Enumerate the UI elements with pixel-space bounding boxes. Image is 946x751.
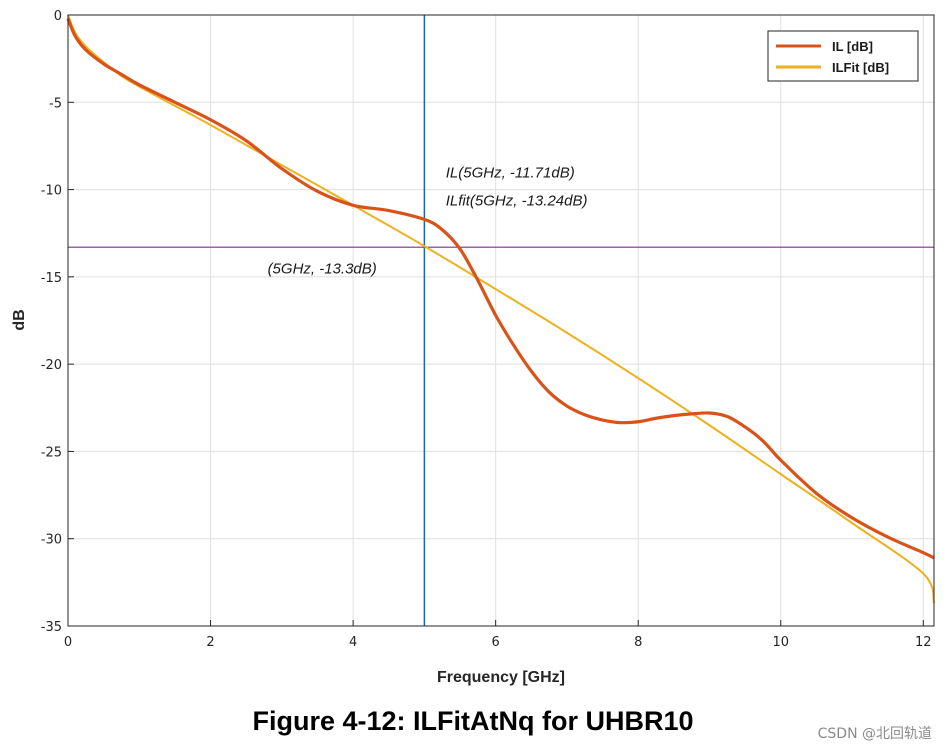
plot-frame <box>67 14 935 627</box>
legend-entry-il: IL [dB] <box>832 39 873 54</box>
grid-lines <box>68 15 934 626</box>
x-tick-label: 0 <box>64 635 72 650</box>
y-axis-label: dB <box>11 309 28 330</box>
data-series <box>66 14 935 604</box>
x-tick-label: 8 <box>634 635 642 650</box>
annotations: IL(5GHz, -11.71dB) ILfit(5GHz, -13.24dB)… <box>268 164 588 277</box>
y-tick-label: -25 <box>41 445 62 460</box>
y-tick-label: -35 <box>41 620 62 635</box>
y-tick-label: -30 <box>41 533 62 548</box>
legend: IL [dB] ILFit [dB] <box>767 30 919 82</box>
figure-caption: Figure 4-12: ILFitAtNq for UHBR10 <box>252 706 694 736</box>
x-tick-label: 12 <box>915 635 932 650</box>
plot-background <box>68 15 934 626</box>
x-axis-label: Frequency [GHz] <box>437 669 565 686</box>
annotation-ilfit: ILfit(5GHz, -13.24dB) <box>446 192 588 209</box>
axis-ticks: 0 2 4 6 8 10 12 0 -5 -10 -15 -20 -25 -30 -35 <box>41 9 932 650</box>
legend-entry-ilfit: ILFit [dB] <box>832 60 889 75</box>
x-tick-label: 4 <box>349 635 357 650</box>
watermark: CSDN @北回轨道 <box>817 726 932 742</box>
y-tick-label: -20 <box>41 358 62 373</box>
series-line-il <box>66 17 935 560</box>
x-tick-label: 6 <box>492 635 500 650</box>
reference-lines <box>68 15 934 626</box>
y-tick-label: -5 <box>49 96 62 111</box>
annotation-il: IL(5GHz, -11.71dB) <box>446 164 575 181</box>
y-tick-label: -10 <box>41 184 62 199</box>
y-tick-label: -15 <box>41 271 62 286</box>
annotation-crossing: (5GHz, -13.3dB) <box>268 260 377 277</box>
y-tick-label: 0 <box>54 9 62 24</box>
x-tick-label: 2 <box>206 635 214 650</box>
il-fit-chart: 0 2 4 6 8 10 12 0 -5 -10 -15 -20 -25 -30 -35 IL(5GHz, … <box>11 9 935 686</box>
legend-box <box>767 30 919 82</box>
x-tick-label: 10 <box>772 635 789 650</box>
